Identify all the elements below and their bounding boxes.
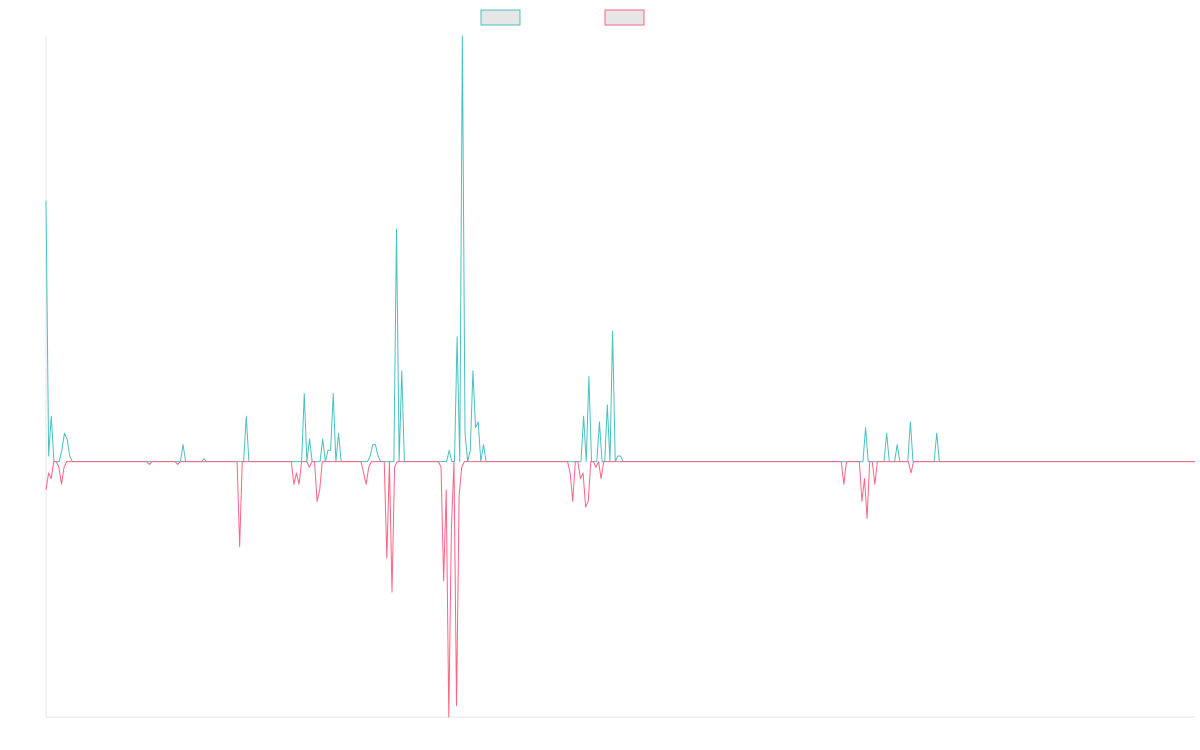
series-layer [45,35,1195,718]
series-line-1 [45,35,1195,463]
legend-swatch-2[interactable] [604,9,645,26]
legend [480,9,645,26]
series-line-2 [45,461,1195,718]
legend-swatch-1[interactable] [480,9,521,26]
